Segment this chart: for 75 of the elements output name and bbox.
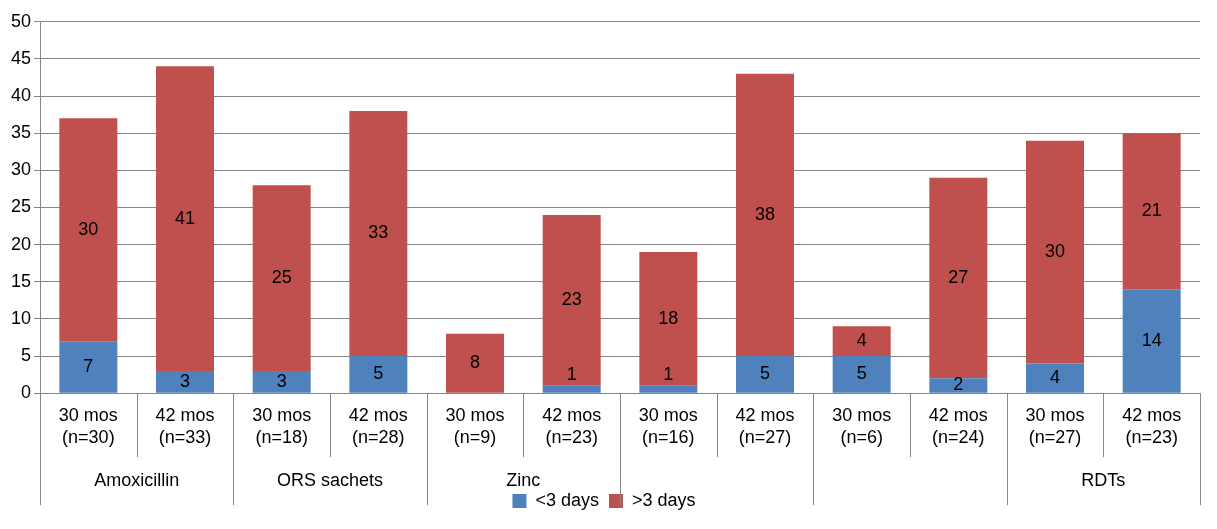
bar (639, 385, 698, 393)
x-tick-label: 30 mos (n=27) (1025, 404, 1085, 447)
y-tick-label: 45 (10, 47, 32, 68)
data-label: 23 (561, 289, 582, 310)
data-label: 1 (663, 363, 674, 384)
bar (252, 370, 311, 393)
bar (736, 73, 795, 357)
bar (1122, 289, 1181, 393)
data-label: 8 (470, 352, 481, 373)
bar (252, 185, 311, 371)
bar (156, 370, 215, 393)
data-label: 21 (1141, 200, 1162, 221)
legend-label: >3 days (632, 489, 696, 510)
bar (929, 177, 988, 379)
bar (639, 252, 698, 386)
data-label: 30 (1044, 241, 1066, 262)
bar (736, 356, 795, 393)
data-label: 3 (180, 370, 191, 391)
text: Amoxicillin (94, 470, 180, 491)
x-tick-label: 30 mos (n=9) (445, 404, 505, 447)
y-tick-label: 0 (21, 382, 32, 403)
y-tick-label: 35 (10, 122, 32, 143)
data-label: 25 (271, 267, 292, 288)
data-label: 1 (566, 363, 577, 384)
bar (349, 356, 408, 393)
data-label: 30 (78, 218, 99, 239)
x-tick-label: 30 mos (n=18) (252, 404, 312, 447)
bar (446, 333, 505, 393)
x-tick-label: 30 mos (n=30) (58, 404, 118, 447)
bar (1026, 363, 1084, 393)
x-tick-label: 42 mos (n=24) (928, 404, 988, 447)
data-label: 18 (658, 307, 679, 328)
y-tick-label: 5 (21, 345, 32, 366)
x-tick-label: 42 mos (n=27) (735, 404, 795, 447)
x-tick-label: 42 mos (n=23) (1122, 404, 1182, 447)
y-tick-label: 40 (10, 85, 32, 106)
data-label: 5 (856, 363, 867, 384)
data-label: 4 (856, 330, 867, 351)
y-tick-label: 50 (10, 10, 32, 31)
y-tick-label: 20 (10, 233, 32, 254)
y-tick-label: 15 (10, 270, 32, 291)
x-tick-label: 30 mos (n=6) (832, 404, 892, 447)
bar (929, 378, 988, 393)
data-label: 3 (276, 370, 287, 391)
x-tick-label: 30 mos (n=16) (638, 404, 698, 447)
data-label: 5 (373, 363, 384, 384)
data-label: 14 (1141, 329, 1162, 350)
data-label: 2 (953, 374, 964, 395)
bar (1122, 133, 1181, 290)
data-label: 33 (368, 222, 389, 243)
data-label: 7 (83, 355, 94, 376)
x-tick-label: 42 mos (n=33) (155, 404, 215, 447)
bar (1026, 140, 1084, 364)
bar (542, 214, 601, 386)
y-tick-label: 10 (10, 307, 32, 328)
bar (59, 118, 118, 342)
data-label: 38 (754, 203, 776, 224)
data-label: 5 (760, 363, 771, 384)
data-label: 41 (175, 207, 196, 228)
text: Zinc (506, 470, 541, 491)
data-label: 4 (1049, 367, 1061, 388)
bar (542, 385, 601, 393)
bar (156, 66, 215, 371)
bar (349, 110, 408, 357)
text: ORS sachets (276, 470, 384, 491)
bar (59, 341, 118, 393)
x-tick-label: 42 mos (n=28) (348, 404, 408, 447)
bar (832, 356, 891, 393)
data-label: 27 (948, 267, 969, 288)
bar (832, 326, 891, 357)
x-tick-label: 42 mos (n=23) (542, 404, 602, 447)
y-tick-label: 25 (10, 196, 32, 217)
y-tick-label: 30 (10, 159, 32, 180)
text: RDTs (1081, 470, 1126, 491)
legend-label: <3 days (535, 489, 599, 510)
